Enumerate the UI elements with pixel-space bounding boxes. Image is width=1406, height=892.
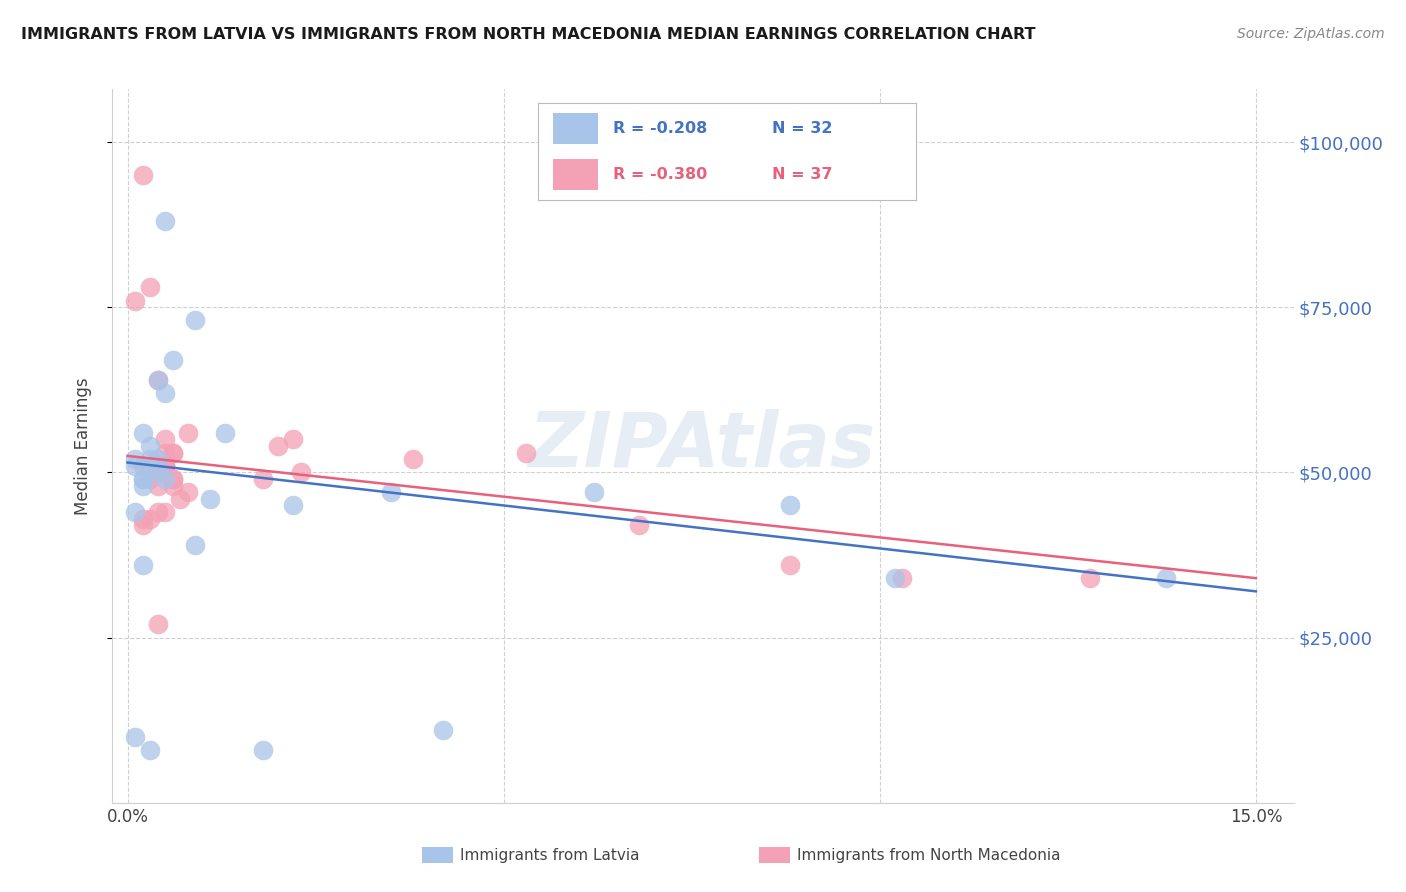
Point [146,505,169,519]
Point [162,445,184,459]
Point [146,478,169,492]
Point [177,485,200,500]
Point [515,445,537,459]
Point [139,280,162,294]
Point [214,425,236,440]
Point [131,518,153,533]
Point [124,505,146,519]
Point [124,452,146,467]
Point [131,478,153,492]
Point [124,293,146,308]
Point [146,466,169,480]
Point [162,472,184,486]
Point [162,478,184,492]
Point [779,558,801,572]
Point [131,511,153,525]
Point [124,458,146,473]
Point [779,499,801,513]
Y-axis label: Median Earnings: Median Earnings [73,377,91,515]
Point [153,472,176,486]
Point [184,538,207,552]
Point [146,373,169,387]
Point [891,571,914,585]
Text: ZIPAtlas: ZIPAtlas [529,409,877,483]
Point [184,313,207,327]
Point [290,466,312,480]
Point [153,445,176,459]
Text: Immigrants from North Macedonia: Immigrants from North Macedonia [797,848,1060,863]
Point [1080,571,1102,585]
Point [153,458,176,473]
Point [146,466,169,480]
Text: Immigrants from Latvia: Immigrants from Latvia [460,848,640,863]
Point [267,439,290,453]
Point [153,505,176,519]
Point [582,485,605,500]
Point [131,168,153,182]
Point [883,571,905,585]
Point [153,458,176,473]
Point [177,425,200,440]
Point [200,491,222,506]
Point [252,743,274,757]
Point [124,730,146,744]
Point [162,445,184,459]
Point [131,472,153,486]
Point [169,491,191,506]
Point [139,511,162,525]
Point [1154,571,1177,585]
Point [139,743,162,757]
Point [153,458,176,473]
Point [162,353,184,368]
Point [153,214,176,228]
Point [146,373,169,387]
Point [628,518,651,533]
Point [131,558,153,572]
Point [139,458,162,473]
Point [131,458,153,473]
Point [252,472,274,486]
Point [131,472,153,486]
Point [131,425,153,440]
Point [281,499,304,513]
Point [380,485,402,500]
Point [139,472,162,486]
Point [146,452,169,467]
Point [146,617,169,632]
Point [139,439,162,453]
Point [153,433,176,447]
Point [139,452,162,467]
Point [402,452,425,467]
Point [153,386,176,401]
Point [432,723,454,738]
Point [281,433,304,447]
Point [162,472,184,486]
Text: IMMIGRANTS FROM LATVIA VS IMMIGRANTS FROM NORTH MACEDONIA MEDIAN EARNINGS CORREL: IMMIGRANTS FROM LATVIA VS IMMIGRANTS FRO… [21,27,1036,42]
Text: Source: ZipAtlas.com: Source: ZipAtlas.com [1237,27,1385,41]
